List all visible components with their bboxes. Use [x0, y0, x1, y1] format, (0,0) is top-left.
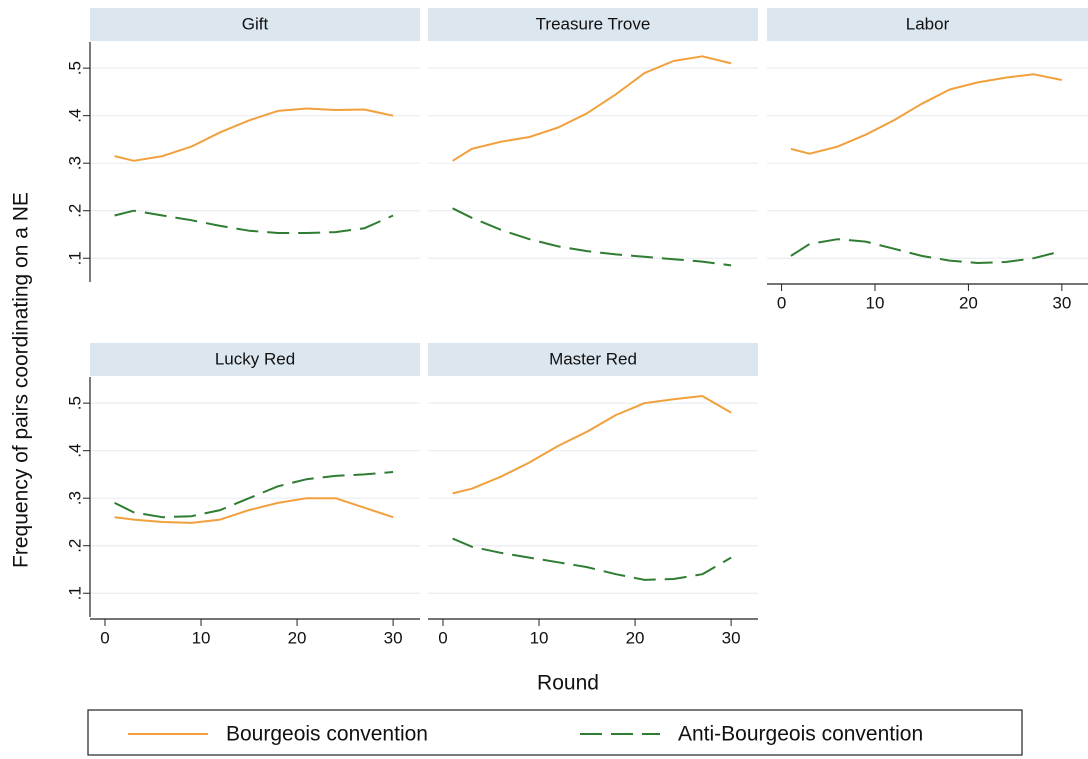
- y-tick-label: .3: [65, 156, 84, 170]
- series-line: [452, 537, 732, 581]
- y-tick-label: .1: [65, 251, 84, 265]
- panel-title: Master Red: [549, 349, 637, 368]
- x-tick-label: 30: [722, 628, 741, 647]
- series-line: [452, 55, 732, 162]
- y-tick-label: .2: [65, 204, 84, 218]
- x-tick-label: 0: [438, 628, 447, 647]
- legend-label: Bourgeois convention: [226, 723, 428, 746]
- panel-title: Gift: [242, 14, 269, 33]
- y-tick-label: .3: [65, 491, 84, 505]
- legend-label: Anti-Bourgeois convention: [678, 723, 923, 746]
- x-tick-label: 10: [530, 628, 549, 647]
- y-tick-label: .5: [65, 396, 84, 410]
- y-tick-label: .5: [65, 61, 84, 75]
- y-axis-label: Frequency of pairs coordinating on a NE: [10, 192, 33, 568]
- series-line: [790, 238, 1063, 264]
- panel-header: [428, 8, 758, 41]
- series-line: [452, 207, 732, 267]
- x-tick-label: 20: [959, 293, 978, 312]
- series-line: [114, 107, 394, 162]
- x-axis-label: Round: [537, 672, 599, 695]
- y-tick-label: .4: [65, 444, 84, 458]
- x-tick-label: 30: [1052, 293, 1071, 312]
- panel-title: Treasure Trove: [536, 14, 651, 33]
- series-line: [452, 395, 732, 495]
- panel-header: [428, 343, 758, 376]
- x-tick-label: 30: [384, 628, 403, 647]
- panel-title: Labor: [906, 14, 950, 33]
- y-tick-label: .1: [65, 586, 84, 600]
- x-tick-label: 0: [100, 628, 109, 647]
- x-tick-label: 0: [777, 293, 786, 312]
- panel-header: [90, 343, 420, 376]
- y-tick-label: .4: [65, 109, 84, 123]
- x-tick-label: 10: [866, 293, 885, 312]
- series-line: [114, 209, 394, 234]
- y-tick-label: .2: [65, 539, 84, 553]
- panel-header: [767, 8, 1088, 41]
- panel-header: [90, 8, 420, 41]
- x-tick-label: 10: [192, 628, 211, 647]
- panel-title: Lucky Red: [215, 349, 295, 368]
- series-line: [114, 497, 394, 524]
- x-tick-label: 20: [288, 628, 307, 647]
- series-line: [790, 73, 1062, 155]
- legend-box: [87, 709, 1023, 756]
- series-line: [114, 471, 394, 519]
- x-tick-label: 20: [626, 628, 645, 647]
